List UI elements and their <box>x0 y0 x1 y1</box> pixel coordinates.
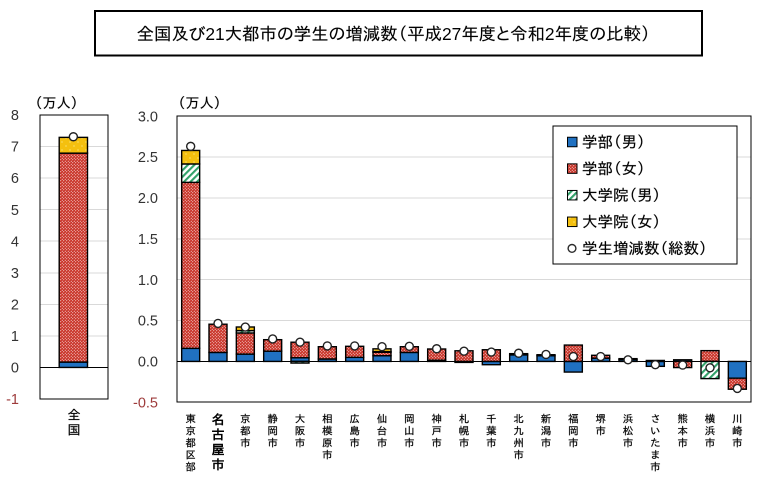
svg-text:2.5: 2.5 <box>138 150 158 166</box>
svg-text:3: 3 <box>11 266 19 282</box>
svg-text:7: 7 <box>11 140 19 156</box>
svg-text:4: 4 <box>11 234 19 250</box>
svg-text:21: 21 <box>205 24 224 44</box>
svg-text:2.0: 2.0 <box>138 191 158 207</box>
svg-text:3.0: 3.0 <box>138 109 158 125</box>
svg-text:-1: -1 <box>6 392 19 408</box>
svg-text:1.5: 1.5 <box>138 232 158 248</box>
svg-text:27: 27 <box>442 24 461 44</box>
svg-text:2: 2 <box>11 297 19 313</box>
svg-text:8: 8 <box>11 108 19 124</box>
svg-text:6: 6 <box>11 171 19 187</box>
svg-text:1.0: 1.0 <box>138 273 158 289</box>
svg-text:0.0: 0.0 <box>138 355 158 371</box>
svg-text:5: 5 <box>11 203 19 219</box>
svg-text:1: 1 <box>11 329 19 345</box>
svg-text:2: 2 <box>545 24 555 44</box>
svg-text:0: 0 <box>11 361 19 377</box>
svg-text:0.5: 0.5 <box>138 314 158 330</box>
svg-text:-0.5: -0.5 <box>133 395 158 411</box>
